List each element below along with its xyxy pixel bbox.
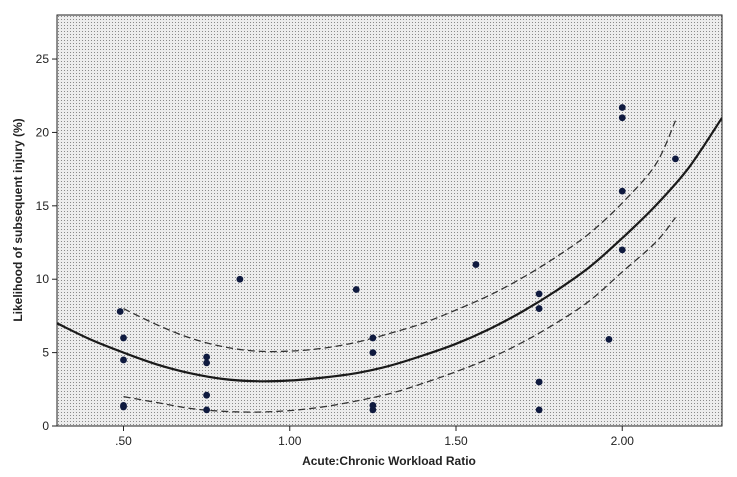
data-point	[535, 378, 543, 386]
data-point	[535, 290, 543, 298]
data-point	[618, 104, 626, 111]
data-points	[116, 104, 679, 414]
upper-confidence-band	[123, 120, 677, 353]
data-point	[203, 359, 211, 367]
y-axis: 0 5 10 15 20 25	[36, 52, 57, 433]
data-point	[535, 305, 543, 312]
data-point	[120, 356, 127, 364]
data-point	[352, 286, 360, 293]
fit-curve	[57, 117, 722, 383]
x-axis: .50 1.00 1.50 2.00	[115, 426, 634, 448]
data-point	[120, 334, 127, 342]
x-tick-label: 1.50	[444, 434, 468, 448]
data-point	[203, 406, 211, 414]
y-tick-label: 5	[42, 346, 49, 360]
curves	[57, 117, 722, 413]
lower-confidence-band	[123, 217, 677, 413]
data-point	[203, 353, 211, 361]
data-point	[618, 246, 626, 254]
plot-area	[56, 14, 723, 427]
data-point	[116, 308, 124, 315]
data-point	[618, 187, 626, 195]
data-point	[203, 391, 211, 399]
y-tick-label: 25	[36, 52, 50, 66]
x-axis-title: Acute:Chronic Workload Ratio	[302, 454, 476, 468]
data-point	[605, 335, 613, 343]
data-point	[618, 114, 626, 122]
data-point	[369, 406, 377, 414]
data-point	[236, 275, 244, 283]
y-tick-label: 10	[36, 272, 50, 286]
x-tick-label: 1.00	[278, 434, 302, 448]
y-axis-title: Likelihood of subsequent injury (%)	[11, 118, 25, 321]
data-point	[369, 334, 377, 342]
data-point	[472, 261, 480, 268]
x-tick-label: .50	[115, 434, 132, 448]
x-tick-label: 2.00	[611, 434, 635, 448]
y-tick-label: 0	[42, 419, 49, 433]
y-tick-label: 15	[36, 199, 50, 213]
data-point	[369, 349, 377, 357]
data-point	[672, 155, 679, 163]
data-point	[535, 406, 543, 414]
data-point	[120, 403, 127, 411]
y-tick-label: 20	[36, 125, 50, 139]
